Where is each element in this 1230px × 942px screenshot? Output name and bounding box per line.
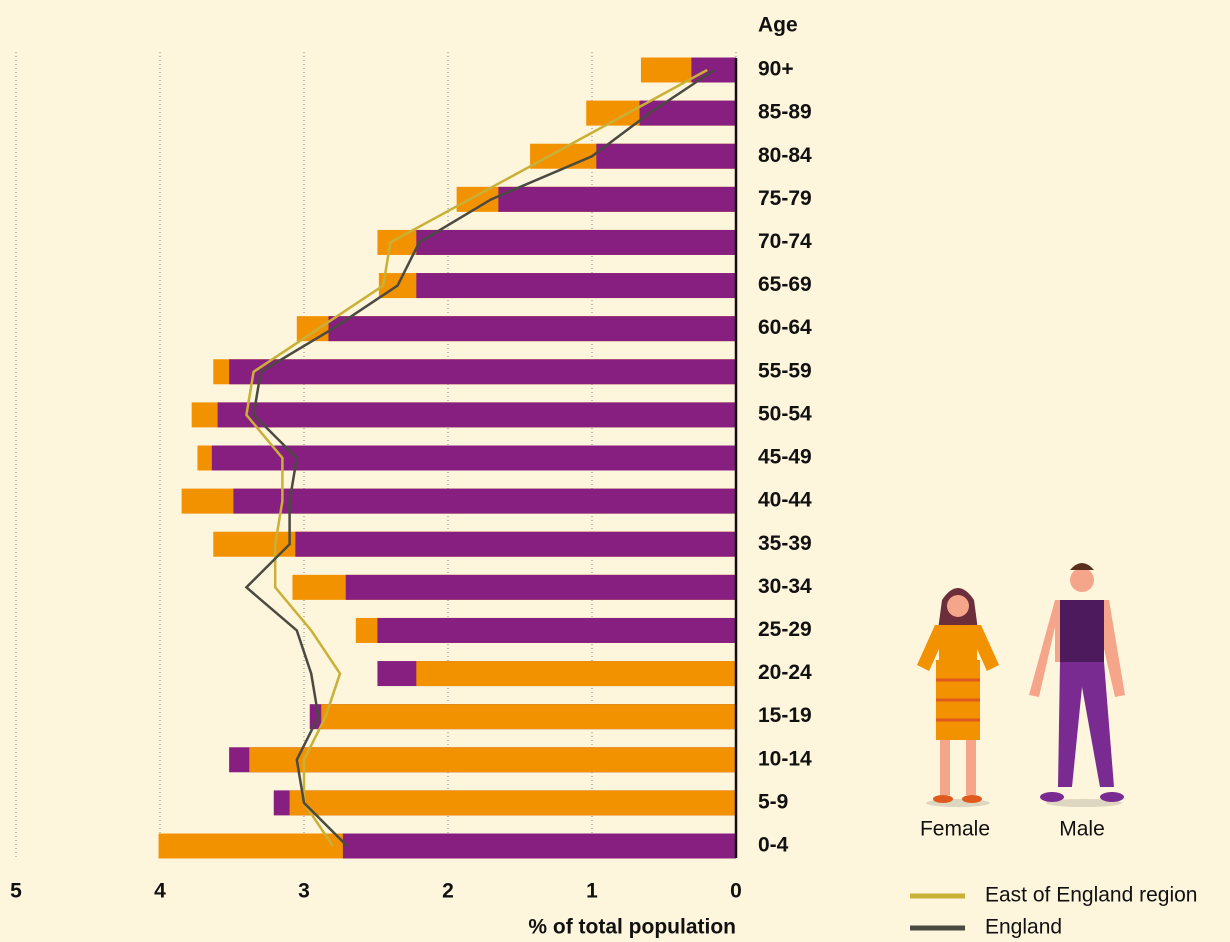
- bar: [343, 834, 736, 859]
- bar: [416, 273, 736, 298]
- bar: [498, 187, 736, 212]
- bar: [416, 230, 736, 255]
- y-tick-label: 55-59: [758, 359, 812, 382]
- legend-label: Female: [920, 818, 990, 841]
- bar: [377, 618, 736, 643]
- y-tick-label: 5-9: [758, 790, 788, 813]
- y-tick-label: 30-34: [758, 575, 812, 598]
- x-tick-label: 5: [10, 880, 22, 903]
- y-tick-label: 15-19: [758, 704, 812, 727]
- bar: [346, 575, 736, 600]
- y-axis-title: Age: [758, 14, 798, 37]
- legend-label: East of England region: [985, 884, 1197, 907]
- bar: [218, 402, 736, 427]
- y-tick-label: 60-64: [758, 316, 812, 339]
- bar: [596, 144, 736, 169]
- y-tick-label: 0-4: [758, 834, 789, 857]
- y-tick-label: 75-79: [758, 187, 812, 210]
- x-tick-label: 1: [586, 880, 598, 903]
- bar: [640, 101, 736, 126]
- bar: [416, 661, 736, 686]
- bar: [249, 747, 736, 772]
- bar: [233, 489, 736, 514]
- y-tick-label: 35-39: [758, 532, 812, 555]
- x-axis-label: % of total population: [528, 916, 736, 939]
- x-tick-label: 3: [298, 880, 310, 903]
- y-tick-label: 65-69: [758, 273, 812, 296]
- y-tick-label: 80-84: [758, 144, 812, 167]
- y-tick-label: 85-89: [758, 101, 812, 124]
- y-tick-label: 45-49: [758, 446, 812, 469]
- y-tick-label: 40-44: [758, 489, 812, 512]
- x-tick-label: 2: [442, 880, 454, 903]
- y-tick-label: 25-29: [758, 618, 812, 641]
- bar: [229, 359, 736, 384]
- bar: [290, 790, 736, 815]
- x-tick-label: 4: [154, 880, 166, 903]
- male-illustration: [1029, 563, 1125, 807]
- chart: Age % of total population 5 4 3 2 1 0 0-4 5-9 10…: [0, 0, 1230, 942]
- y-tick-label: 50-54: [758, 402, 812, 425]
- bar: [328, 316, 736, 341]
- y-tick-label: 20-24: [758, 661, 812, 684]
- female-illustration: [917, 588, 999, 807]
- y-tick-label: 10-14: [758, 747, 812, 770]
- bar: [295, 532, 736, 557]
- legend-label: Male: [1059, 818, 1105, 841]
- y-tick-label: 90+: [758, 58, 794, 81]
- bar: [321, 704, 736, 729]
- bar: [212, 446, 736, 471]
- y-tick-label: 70-74: [758, 230, 812, 253]
- legend-label: England: [985, 916, 1062, 939]
- x-tick-label: 0: [730, 880, 742, 903]
